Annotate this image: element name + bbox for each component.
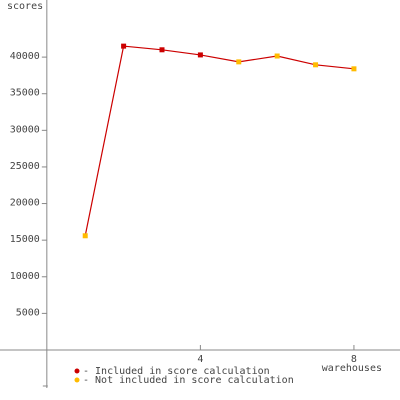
data-point [82,233,88,239]
data-point [274,53,280,59]
data-point [236,59,242,65]
y-tick-label: 15000 [10,234,40,245]
data-point [197,52,203,58]
legend-label: - Included in score calculation [83,366,270,377]
legend-label: - Not included in score calculation [83,375,294,386]
data-point [159,47,165,53]
y-tick-label: 30000 [10,124,40,135]
y-tick-label: 10000 [10,271,40,282]
x-tick-label: 4 [197,354,203,365]
y-tick-label: 40000 [10,51,40,62]
y-tick-label: 20000 [10,198,40,209]
x-tick-label: 8 [351,354,357,365]
legend-marker [74,377,80,383]
y-tick-label: 5000 [16,307,40,318]
series-line [84,45,354,236]
y-axis-label: scores [7,1,43,12]
data-point [121,43,127,49]
legend-marker [74,368,80,374]
data-point [351,66,357,72]
y-tick-label: 35000 [10,88,40,99]
x-axis-label: warehouses [322,363,382,374]
y-tick-label: 25000 [10,161,40,172]
data-point [313,62,319,68]
